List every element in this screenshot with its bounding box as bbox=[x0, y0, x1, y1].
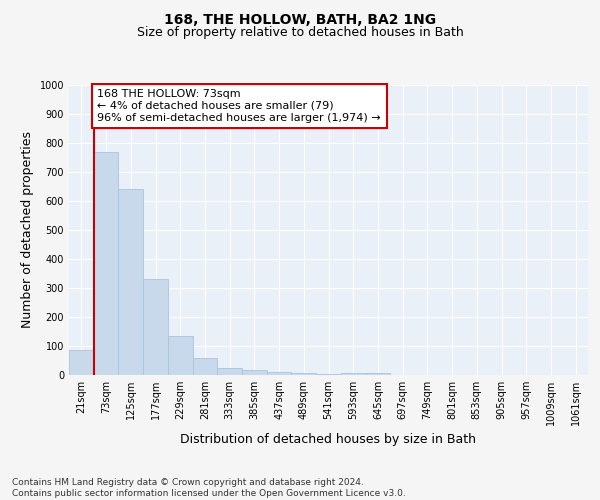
Text: 168, THE HOLLOW, BATH, BA2 1NG: 168, THE HOLLOW, BATH, BA2 1NG bbox=[164, 12, 436, 26]
Bar bbox=[292, 372, 316, 375]
X-axis label: Distribution of detached houses by size in Bath: Distribution of detached houses by size … bbox=[181, 434, 476, 446]
Text: 168 THE HOLLOW: 73sqm
← 4% of detached houses are smaller (79)
96% of semi-detac: 168 THE HOLLOW: 73sqm ← 4% of detached h… bbox=[97, 90, 381, 122]
Bar bbox=[316, 374, 341, 375]
Y-axis label: Number of detached properties: Number of detached properties bbox=[21, 132, 34, 328]
Bar bbox=[267, 372, 292, 375]
Bar bbox=[217, 368, 242, 375]
Bar bbox=[118, 189, 143, 375]
Bar bbox=[168, 336, 193, 375]
Bar bbox=[341, 372, 365, 375]
Bar bbox=[193, 358, 217, 375]
Bar bbox=[242, 370, 267, 375]
Text: Size of property relative to detached houses in Bath: Size of property relative to detached ho… bbox=[137, 26, 463, 39]
Bar bbox=[94, 152, 118, 375]
Bar bbox=[143, 280, 168, 375]
Text: Contains HM Land Registry data © Crown copyright and database right 2024.
Contai: Contains HM Land Registry data © Crown c… bbox=[12, 478, 406, 498]
Bar bbox=[365, 372, 390, 375]
Bar bbox=[69, 350, 94, 375]
